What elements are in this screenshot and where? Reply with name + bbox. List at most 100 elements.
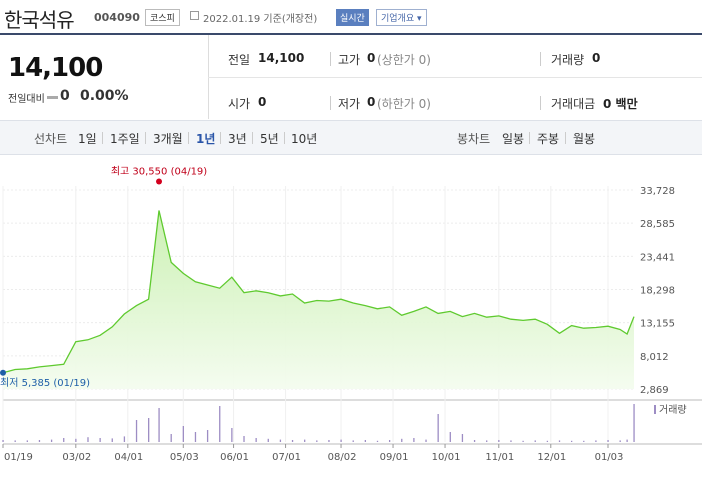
volume-bar — [486, 440, 488, 442]
lower-limit: (하한가 0) — [377, 97, 431, 111]
header-divider — [0, 33, 702, 35]
high-annotation: 최고 30,550 (04/19) — [111, 165, 207, 177]
period-3m[interactable]: 3개월 — [153, 132, 183, 146]
candle-monthly[interactable]: 월봉 — [573, 132, 596, 146]
volume-bar — [328, 440, 330, 442]
volume-bar — [534, 440, 536, 442]
prev-close-value: 14,100 — [258, 51, 305, 65]
low-marker — [0, 369, 6, 376]
stat-separator — [330, 96, 331, 110]
volume-bar — [607, 440, 609, 442]
volume-bar — [473, 440, 476, 442]
volume-bar — [304, 439, 306, 442]
volume-bar — [546, 440, 549, 442]
volume-bar — [267, 438, 269, 442]
period-separator — [252, 132, 253, 144]
volume-bar — [279, 439, 282, 442]
low-value: 0 — [367, 95, 376, 109]
volume-bar — [449, 432, 451, 442]
volume-bar — [633, 404, 635, 442]
x-tick-label: 03/02 — [62, 452, 91, 463]
candle-weekly[interactable]: 주봉 — [537, 132, 560, 146]
x-tick-label: 06/01 — [220, 452, 249, 463]
y-tick-label: 28,585 — [640, 219, 675, 230]
stat-separator — [540, 52, 541, 66]
period-separator — [565, 132, 566, 144]
y-tick-label: 23,441 — [640, 252, 675, 263]
y-tick-label: 2,869 — [640, 385, 669, 396]
candle-daily[interactable]: 일봉 — [502, 132, 525, 146]
volume-bar — [87, 437, 89, 442]
volume-bar — [158, 408, 160, 442]
x-tick-label: 12/01 — [537, 452, 566, 463]
realtime-button[interactable]: 실시간 — [336, 9, 369, 26]
x-tick-label: 07/01 — [272, 452, 301, 463]
period-1d[interactable]: 1일 — [78, 132, 97, 146]
change-rate: 0.00% — [80, 88, 129, 104]
prev-close-label: 전일 — [228, 53, 251, 67]
volume-bar — [437, 414, 439, 442]
open-value: 0 — [258, 95, 267, 109]
volume-bar — [291, 440, 294, 442]
volume-bars — [2, 404, 635, 442]
period-5y[interactable]: 5년 — [260, 132, 279, 146]
period-separator — [284, 132, 285, 144]
period-1w[interactable]: 1주일 — [110, 132, 140, 146]
y-axis: 33,728 28,585 23,441 18,298 13,155 8,012 2,869 — [640, 186, 675, 396]
volume-bar — [376, 440, 379, 442]
period-separator — [145, 132, 146, 144]
volume-bar — [123, 436, 126, 442]
volume-bar — [26, 440, 28, 442]
price-chart: 33,728 28,585 23,441 18,298 13,155 8,012 2,869… — [0, 165, 702, 463]
change-value: 0 — [60, 88, 70, 104]
period-separator — [102, 132, 103, 144]
company-overview-dropdown[interactable]: 기업개요 ▾ — [376, 9, 427, 26]
volume-bar — [425, 439, 427, 442]
y-tick-label: 33,728 — [640, 186, 675, 197]
volume-bar — [50, 439, 53, 442]
volume-bar — [99, 438, 101, 442]
high-marker — [156, 178, 163, 185]
volume-bar — [522, 440, 524, 442]
trade-amount-value: 0 백만 — [603, 97, 638, 111]
volume-bar — [570, 440, 573, 442]
volume-bar — [219, 406, 221, 442]
volume-bar — [498, 440, 500, 442]
x-tick-label: 04/01 — [114, 452, 143, 463]
volume-bar — [626, 439, 628, 442]
period-10y[interactable]: 10년 — [291, 132, 318, 146]
x-tick-label: 08/02 — [328, 452, 357, 463]
period-3y[interactable]: 3년 — [228, 132, 247, 146]
upper-limit: (상한가 0) — [377, 53, 431, 67]
x-tick-label: 10/01 — [432, 452, 461, 463]
low-annotation: 최저 5,385 (01/19) — [0, 377, 90, 389]
current-price: 14,100 — [8, 53, 103, 83]
period-1y[interactable]: 1년 — [196, 132, 216, 146]
y-tick-label: 13,155 — [640, 319, 675, 330]
volume-bar — [14, 440, 16, 442]
volume-bar — [243, 436, 245, 442]
x-tick-label: 01/03 — [595, 452, 624, 463]
y-tick-label: 18,298 — [640, 286, 675, 297]
price-area — [3, 210, 634, 389]
candle-chart-label: 봉차트 — [457, 132, 491, 146]
volume-bar — [2, 440, 4, 442]
stat-separator — [330, 52, 331, 66]
volume-bar — [170, 434, 172, 442]
volume-bar — [75, 438, 77, 442]
low-label: 저가 — [338, 97, 361, 111]
volume-bar — [388, 440, 391, 442]
high-label: 고가 — [338, 53, 361, 67]
volume-bar — [510, 440, 512, 442]
flat-change-icon — [47, 96, 58, 99]
trade-amount-label: 거래대금 — [551, 97, 596, 111]
stats-divider — [208, 77, 702, 78]
stat-separator — [540, 96, 541, 110]
volume-legend-swatch — [654, 405, 656, 414]
volume-bar — [352, 440, 354, 442]
volume-bar — [413, 438, 415, 442]
x-tick-label: 09/01 — [380, 452, 409, 463]
volume-bar — [401, 438, 403, 442]
stock-code: 004090 — [94, 11, 140, 24]
y-tick-label: 8,012 — [640, 352, 669, 363]
